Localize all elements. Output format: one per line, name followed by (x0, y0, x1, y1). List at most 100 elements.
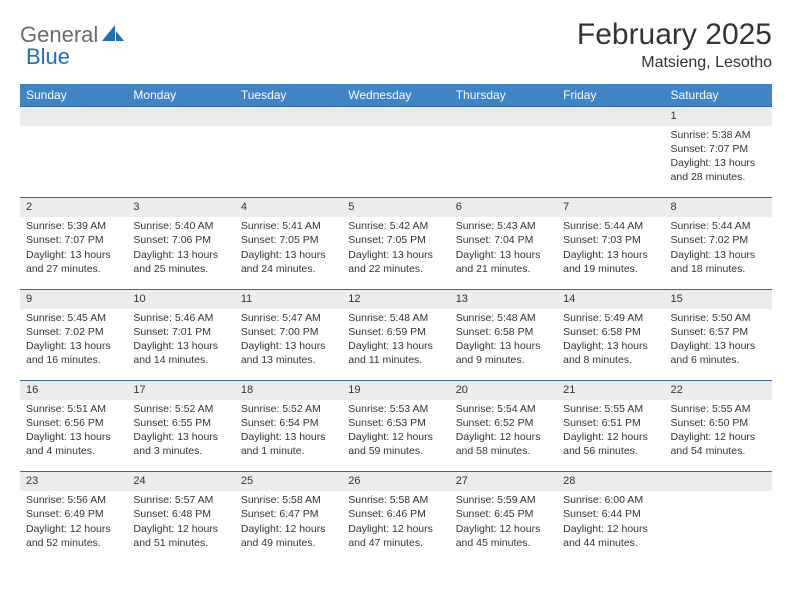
day-data-cell (342, 126, 449, 198)
day-data-line: Sunset: 7:07 PM (671, 142, 766, 156)
day-data-cell: Sunrise: 5:56 AMSunset: 6:49 PMDaylight:… (20, 491, 127, 563)
day-data-line: and 28 minutes. (671, 170, 766, 184)
col-monday: Monday (127, 84, 234, 107)
day-data-line: Sunrise: 5:51 AM (26, 402, 121, 416)
day-data-line: Sunrise: 5:54 AM (456, 402, 551, 416)
header: General February 2025 Matsieng, Lesotho (20, 18, 772, 72)
day-data-line: Daylight: 12 hours (348, 522, 443, 536)
day-data-cell (127, 126, 234, 198)
day-data-line: Sunset: 6:59 PM (348, 325, 443, 339)
day-data-cell (235, 126, 342, 198)
day-number-cell (665, 472, 772, 491)
day-data-line: Daylight: 12 hours (241, 522, 336, 536)
day-data-line: and 19 minutes. (563, 262, 658, 276)
day-number-cell: 2 (20, 198, 127, 217)
day-data-line: and 49 minutes. (241, 536, 336, 550)
day-data-line: Sunset: 6:57 PM (671, 325, 766, 339)
day-data-line: Sunset: 7:03 PM (563, 233, 658, 247)
day-data-cell: Sunrise: 5:44 AMSunset: 7:03 PMDaylight:… (557, 217, 664, 289)
day-data-cell: Sunrise: 5:39 AMSunset: 7:07 PMDaylight:… (20, 217, 127, 289)
logo-text-blue: Blue (26, 44, 70, 69)
day-number-cell: 8 (665, 198, 772, 217)
day-data-line: Sunset: 6:50 PM (671, 416, 766, 430)
day-data-line: Daylight: 13 hours (456, 339, 551, 353)
day-number-cell: 10 (127, 289, 234, 308)
day-number-cell: 26 (342, 472, 449, 491)
day-data-cell: Sunrise: 5:54 AMSunset: 6:52 PMDaylight:… (450, 400, 557, 472)
day-data-line: Daylight: 13 hours (563, 248, 658, 262)
day-data-line: Sunset: 7:04 PM (456, 233, 551, 247)
day-data-line: Sunset: 6:46 PM (348, 507, 443, 521)
day-number-cell: 1 (665, 107, 772, 126)
day-number-cell: 22 (665, 381, 772, 400)
day-data-line: Sunrise: 5:45 AM (26, 311, 121, 325)
sail-icon (102, 23, 124, 48)
day-data-line: Sunrise: 5:53 AM (348, 402, 443, 416)
day-data-line: Daylight: 13 hours (241, 248, 336, 262)
day-number-cell: 21 (557, 381, 664, 400)
day-data-row: Sunrise: 5:56 AMSunset: 6:49 PMDaylight:… (20, 491, 772, 563)
day-number-cell: 6 (450, 198, 557, 217)
day-data-cell (450, 126, 557, 198)
day-data-line: and 1 minute. (241, 444, 336, 458)
day-data-cell: Sunrise: 5:38 AMSunset: 7:07 PMDaylight:… (665, 126, 772, 198)
day-data-cell: Sunrise: 5:44 AMSunset: 7:02 PMDaylight:… (665, 217, 772, 289)
day-data-cell: Sunrise: 5:58 AMSunset: 6:47 PMDaylight:… (235, 491, 342, 563)
day-number-cell: 28 (557, 472, 664, 491)
day-data-line: Sunrise: 5:40 AM (133, 219, 228, 233)
day-data-line: Sunrise: 5:55 AM (671, 402, 766, 416)
day-data-line: Daylight: 13 hours (26, 430, 121, 444)
col-tuesday: Tuesday (235, 84, 342, 107)
day-data-line: and 4 minutes. (26, 444, 121, 458)
day-data-line: Sunset: 7:05 PM (348, 233, 443, 247)
day-data-line: Sunset: 6:44 PM (563, 507, 658, 521)
day-data-line: Daylight: 12 hours (563, 522, 658, 536)
day-number-cell (342, 107, 449, 126)
day-data-row: Sunrise: 5:45 AMSunset: 7:02 PMDaylight:… (20, 309, 772, 381)
day-data-line: Daylight: 13 hours (241, 339, 336, 353)
day-number-cell: 14 (557, 289, 664, 308)
day-data-line: Sunrise: 5:52 AM (241, 402, 336, 416)
day-data-line: and 3 minutes. (133, 444, 228, 458)
day-data-cell: Sunrise: 5:48 AMSunset: 6:58 PMDaylight:… (450, 309, 557, 381)
day-data-line: Daylight: 13 hours (26, 339, 121, 353)
day-data-cell (20, 126, 127, 198)
day-number-row: 1 (20, 107, 772, 126)
day-number-cell: 13 (450, 289, 557, 308)
day-data-cell: Sunrise: 5:46 AMSunset: 7:01 PMDaylight:… (127, 309, 234, 381)
day-data-line: Sunrise: 5:52 AM (133, 402, 228, 416)
day-number-cell: 19 (342, 381, 449, 400)
day-number-row: 2345678 (20, 198, 772, 217)
day-number-cell: 25 (235, 472, 342, 491)
day-data-cell: Sunrise: 5:49 AMSunset: 6:58 PMDaylight:… (557, 309, 664, 381)
day-data-line: and 44 minutes. (563, 536, 658, 550)
day-data-line: Daylight: 13 hours (348, 339, 443, 353)
day-number-row: 16171819202122 (20, 381, 772, 400)
day-data-line: and 13 minutes. (241, 353, 336, 367)
day-data-line: and 27 minutes. (26, 262, 121, 276)
day-number-cell: 16 (20, 381, 127, 400)
day-data-line: Sunset: 7:02 PM (671, 233, 766, 247)
day-data-line: Sunset: 6:56 PM (26, 416, 121, 430)
day-data-line: Sunrise: 5:44 AM (671, 219, 766, 233)
day-data-cell: Sunrise: 5:52 AMSunset: 6:54 PMDaylight:… (235, 400, 342, 472)
day-data-line: Sunrise: 5:48 AM (456, 311, 551, 325)
day-data-line: Sunrise: 5:58 AM (241, 493, 336, 507)
calendar-table: Sunday Monday Tuesday Wednesday Thursday… (20, 84, 772, 563)
day-data-line: and 45 minutes. (456, 536, 551, 550)
day-data-cell: Sunrise: 5:41 AMSunset: 7:05 PMDaylight:… (235, 217, 342, 289)
day-number-cell: 5 (342, 198, 449, 217)
day-data-cell: Sunrise: 5:51 AMSunset: 6:56 PMDaylight:… (20, 400, 127, 472)
day-data-line: and 6 minutes. (671, 353, 766, 367)
day-data-line: and 25 minutes. (133, 262, 228, 276)
day-data-line: Daylight: 12 hours (348, 430, 443, 444)
day-number-cell: 15 (665, 289, 772, 308)
col-saturday: Saturday (665, 84, 772, 107)
day-number-cell: 7 (557, 198, 664, 217)
logo-text-blue-wrap: Blue (26, 44, 70, 70)
day-data-cell: Sunrise: 5:57 AMSunset: 6:48 PMDaylight:… (127, 491, 234, 563)
day-data-line: Sunrise: 5:59 AM (456, 493, 551, 507)
day-data-cell: Sunrise: 5:43 AMSunset: 7:04 PMDaylight:… (450, 217, 557, 289)
day-data-line: Sunset: 6:58 PM (456, 325, 551, 339)
day-data-line: Daylight: 12 hours (456, 430, 551, 444)
